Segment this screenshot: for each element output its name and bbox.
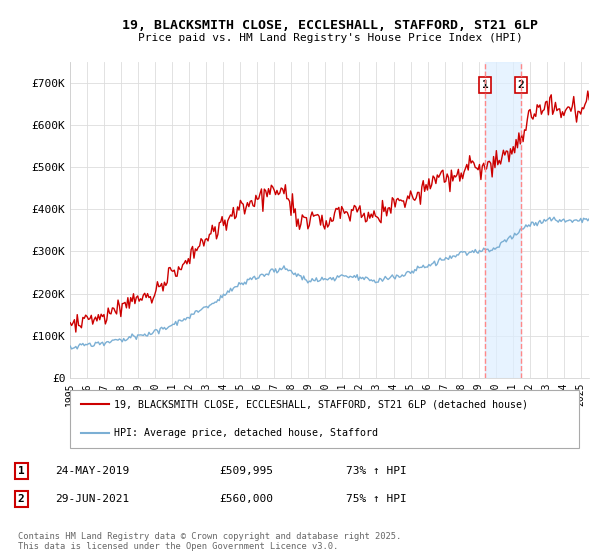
Text: Contains HM Land Registry data © Crown copyright and database right 2025.
This d: Contains HM Land Registry data © Crown c… bbox=[18, 531, 401, 551]
Text: £509,995: £509,995 bbox=[220, 466, 274, 476]
Text: 19, BLACKSMITH CLOSE, ECCLESHALL, STAFFORD, ST21 6LP: 19, BLACKSMITH CLOSE, ECCLESHALL, STAFFO… bbox=[122, 18, 538, 32]
Text: 1: 1 bbox=[18, 466, 25, 476]
Text: 75% ↑ HPI: 75% ↑ HPI bbox=[346, 494, 407, 505]
Bar bbox=[485, 62, 521, 378]
Text: £560,000: £560,000 bbox=[220, 494, 274, 505]
Text: Price paid vs. HM Land Registry's House Price Index (HPI): Price paid vs. HM Land Registry's House … bbox=[137, 33, 523, 43]
Text: 1: 1 bbox=[482, 80, 488, 90]
Text: 2: 2 bbox=[518, 80, 524, 90]
Text: 2: 2 bbox=[18, 494, 25, 505]
Text: HPI: Average price, detached house, Stafford: HPI: Average price, detached house, Staf… bbox=[115, 428, 379, 438]
Text: 29-JUN-2021: 29-JUN-2021 bbox=[55, 494, 130, 505]
Text: 19, BLACKSMITH CLOSE, ECCLESHALL, STAFFORD, ST21 6LP (detached house): 19, BLACKSMITH CLOSE, ECCLESHALL, STAFFO… bbox=[115, 399, 529, 409]
Text: 24-MAY-2019: 24-MAY-2019 bbox=[55, 466, 130, 476]
Text: 73% ↑ HPI: 73% ↑ HPI bbox=[346, 466, 407, 476]
